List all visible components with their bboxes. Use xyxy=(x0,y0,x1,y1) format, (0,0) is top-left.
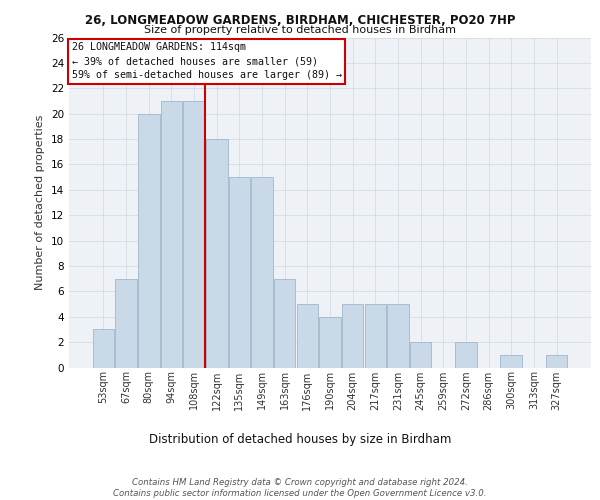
Bar xyxy=(251,177,273,368)
Bar xyxy=(455,342,476,367)
Text: Distribution of detached houses by size in Birdham: Distribution of detached houses by size … xyxy=(149,432,451,446)
Bar xyxy=(410,342,431,367)
Text: 26 LONGMEADOW GARDENS: 114sqm
← 39% of detached houses are smaller (59)
59% of s: 26 LONGMEADOW GARDENS: 114sqm ← 39% of d… xyxy=(71,42,341,80)
Bar xyxy=(161,101,182,367)
Y-axis label: Number of detached properties: Number of detached properties xyxy=(35,115,46,290)
Bar xyxy=(93,330,114,368)
Bar xyxy=(274,278,295,368)
Bar xyxy=(546,355,567,368)
Bar xyxy=(138,114,160,368)
Bar xyxy=(342,304,364,368)
Bar xyxy=(184,101,205,367)
Bar xyxy=(365,304,386,368)
Bar xyxy=(115,278,137,368)
Text: Contains HM Land Registry data © Crown copyright and database right 2024.
Contai: Contains HM Land Registry data © Crown c… xyxy=(113,478,487,498)
Text: Size of property relative to detached houses in Birdham: Size of property relative to detached ho… xyxy=(144,25,456,35)
Bar xyxy=(500,355,522,368)
Text: 26, LONGMEADOW GARDENS, BIRDHAM, CHICHESTER, PO20 7HP: 26, LONGMEADOW GARDENS, BIRDHAM, CHICHES… xyxy=(85,14,515,27)
Bar xyxy=(387,304,409,368)
Bar xyxy=(229,177,250,368)
Bar xyxy=(206,139,227,368)
Bar xyxy=(296,304,318,368)
Bar xyxy=(319,316,341,368)
